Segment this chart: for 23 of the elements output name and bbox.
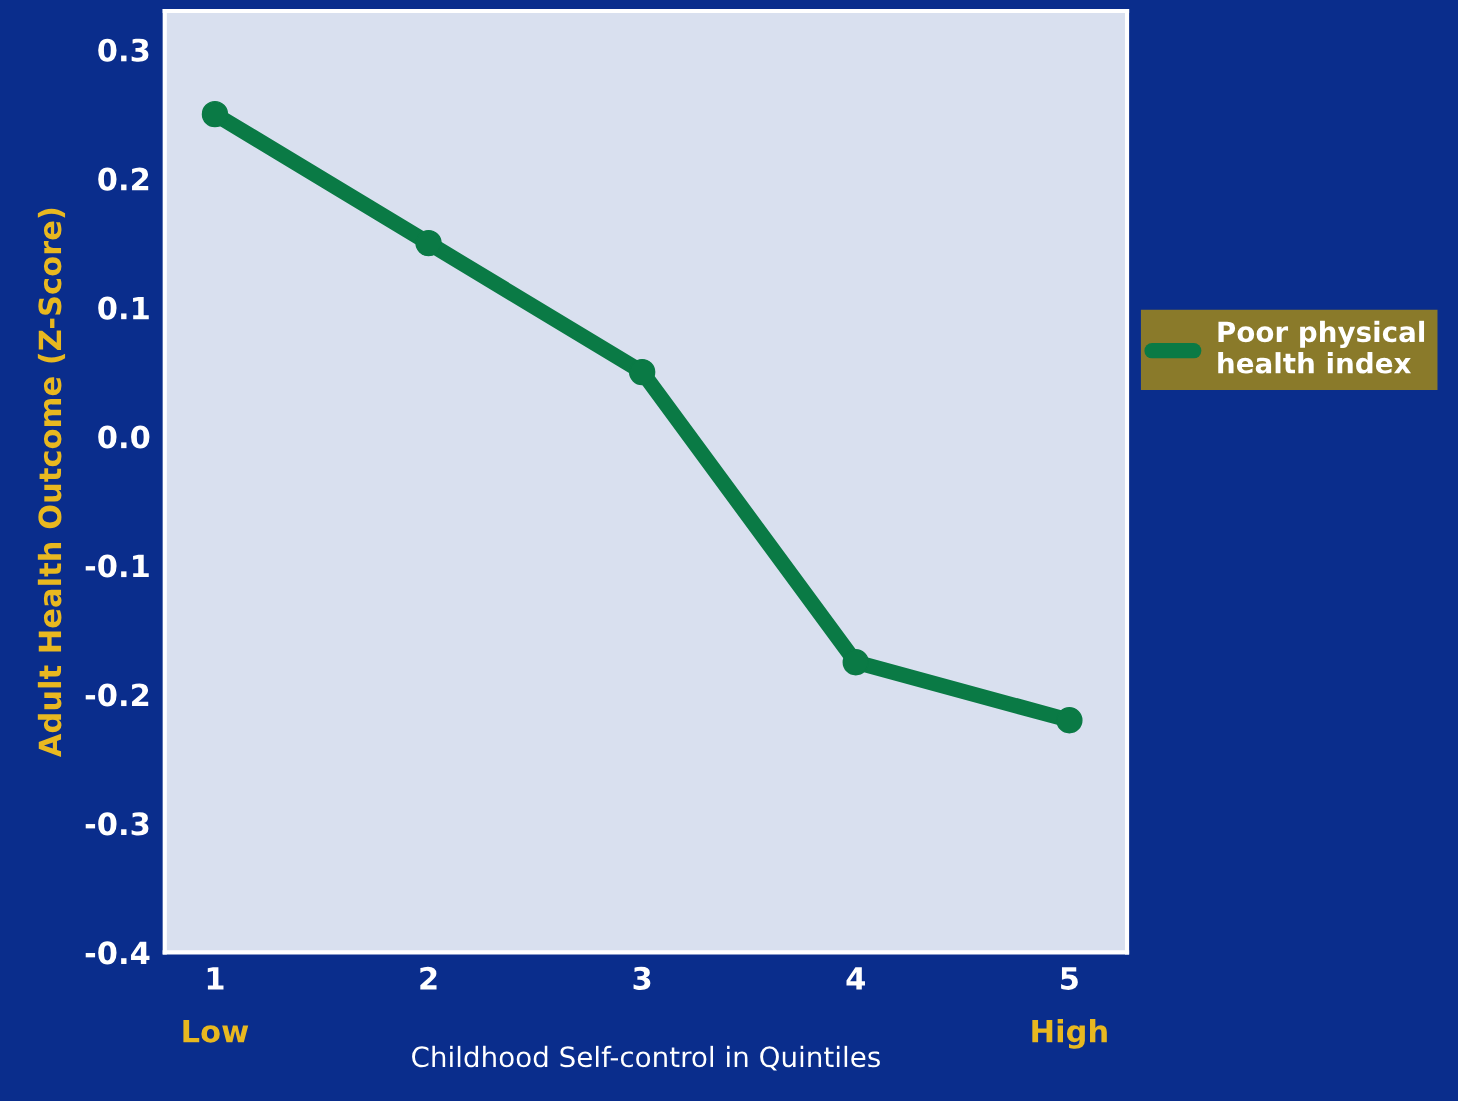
y-axis-title: Adult Health Outcome (Z-Score) [37,208,66,758]
y-tick-label: -0.1 [85,554,149,578]
x-tick-label: 3 [633,966,651,990]
y-tick-label: 0.1 [98,296,149,320]
point [201,100,229,128]
y-tick-label: 0.2 [98,167,149,191]
y-tick-label: -0.2 [85,683,149,707]
x-tick-label: 4 [846,967,865,990]
point [628,358,656,386]
x-axis-title: Childhood Self-control in Quintiles [412,1045,880,1071]
text: Low [183,1019,249,1043]
x-tick-label: 5 [1061,967,1078,990]
point [415,229,442,257]
legend-label: Poor physical health index [1218,320,1425,374]
point [1056,707,1083,734]
point [842,649,869,676]
y-tick-label: -0.3 [85,812,149,836]
text: High [1032,1019,1107,1049]
x-tick-label: 1 [207,967,224,990]
y-tick-label: 0.3 [98,38,149,62]
y-tick-label: 0.0 [98,425,150,449]
x-tick-label: 2 [420,966,437,990]
y-tick-label: -0.4 [85,941,150,965]
